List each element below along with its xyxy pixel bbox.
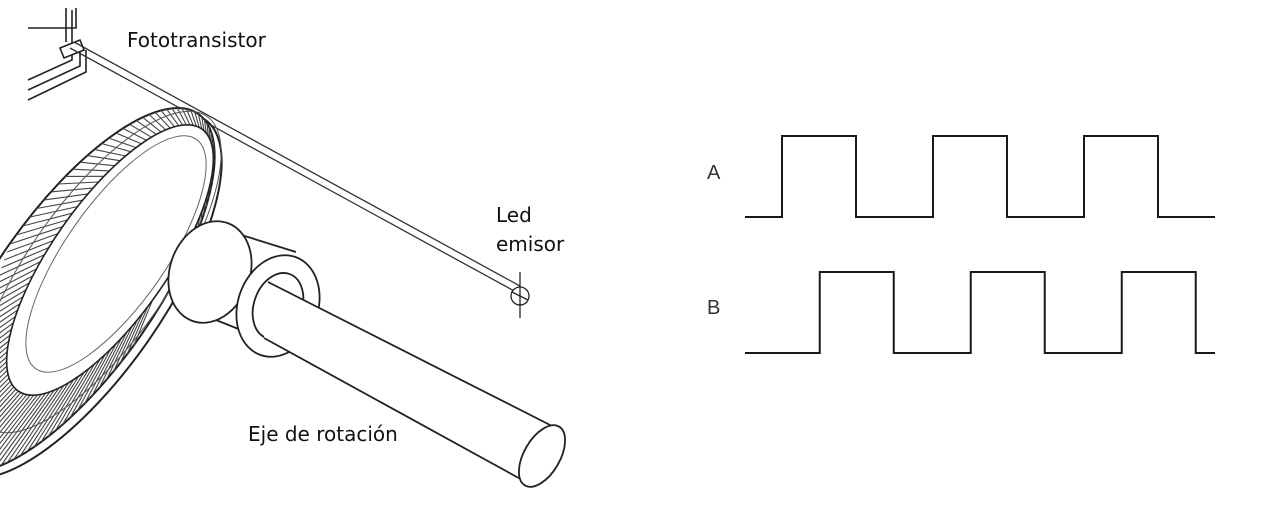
disc-slot <box>181 107 191 126</box>
disc-slot <box>206 123 209 136</box>
channel-a-label: A <box>707 162 721 184</box>
disc-slot <box>33 375 80 448</box>
disc-slot <box>0 296 24 339</box>
channel-b-label: B <box>707 297 721 319</box>
disc-slot <box>0 240 54 264</box>
disc-slot <box>26 379 75 452</box>
disc-slot <box>122 127 147 141</box>
disc-slot <box>160 110 175 128</box>
led-label-line1: Led <box>496 203 532 227</box>
disc-slot <box>0 268 37 302</box>
disc-slot <box>201 116 205 131</box>
disc-slot <box>0 316 16 366</box>
disc-slot <box>36 199 83 210</box>
disc-slot <box>15 219 68 236</box>
quadrature-waveforms <box>745 135 1215 354</box>
code-disc <box>0 107 223 479</box>
phototransistor-bracket <box>27 8 87 101</box>
disc-slot <box>194 111 200 128</box>
disc-slot <box>29 206 78 218</box>
disc-slot <box>55 363 95 431</box>
disc-slot <box>171 108 184 126</box>
disc-slot <box>0 394 28 472</box>
led-emitter <box>510 272 530 318</box>
disc-slot <box>0 254 45 283</box>
disc-slot <box>142 116 162 133</box>
disc-slot <box>76 348 112 412</box>
shaft-label: Eje de rotación <box>248 422 398 446</box>
disc-slot <box>190 109 197 127</box>
disc-slot <box>9 226 63 245</box>
disc-slot <box>98 331 128 389</box>
disc-slot <box>19 382 70 457</box>
shaft <box>263 281 566 488</box>
disc-slot <box>40 372 85 443</box>
disc-slot <box>13 385 65 460</box>
disc-slot <box>22 212 73 227</box>
disc-slot <box>154 111 171 129</box>
disc-slot <box>166 108 180 127</box>
disc-slot <box>0 389 55 466</box>
disc-slot <box>113 319 138 372</box>
disc-slot <box>0 390 19 467</box>
disc-slot <box>0 289 27 330</box>
disc-slot <box>0 386 15 461</box>
waveform-a <box>745 135 1215 218</box>
disc-slot <box>0 394 31 473</box>
disc-slot <box>0 388 17 464</box>
disc-slot <box>0 261 41 292</box>
disc-slot <box>43 193 88 201</box>
disc-slot <box>197 113 203 130</box>
disc-slot <box>135 120 157 135</box>
disc-slot <box>47 368 90 437</box>
disc-slot <box>105 325 133 381</box>
disc-slot <box>0 393 25 471</box>
disc-slot <box>0 303 21 348</box>
disc-slot <box>57 181 99 185</box>
disc-slot <box>203 119 207 134</box>
disc-slot <box>148 114 167 131</box>
led-label-line2: emisor <box>496 232 565 256</box>
disc-slot <box>0 282 30 321</box>
disc-slot <box>0 383 13 458</box>
disc-slot <box>0 322 14 375</box>
disc-slot <box>62 359 101 425</box>
disc-slot <box>129 123 152 138</box>
disc-slot <box>0 309 18 357</box>
disc-slot <box>119 313 144 364</box>
disc-slot <box>84 343 117 404</box>
disc-slot <box>50 187 94 193</box>
disc-slot <box>176 107 187 126</box>
light-beam <box>69 41 521 293</box>
disc-slot <box>6 387 60 464</box>
disc-slot <box>0 394 38 473</box>
disc-slot <box>91 337 122 397</box>
disc-slot <box>0 275 34 311</box>
disc-slot <box>0 392 22 469</box>
waveform-b <box>745 271 1215 354</box>
disc-slot <box>2 233 58 254</box>
phototransistor-label: Fototransistor <box>127 28 266 52</box>
disc-slot <box>69 354 106 419</box>
disc-slot <box>126 306 149 355</box>
disc-slot <box>0 394 35 473</box>
